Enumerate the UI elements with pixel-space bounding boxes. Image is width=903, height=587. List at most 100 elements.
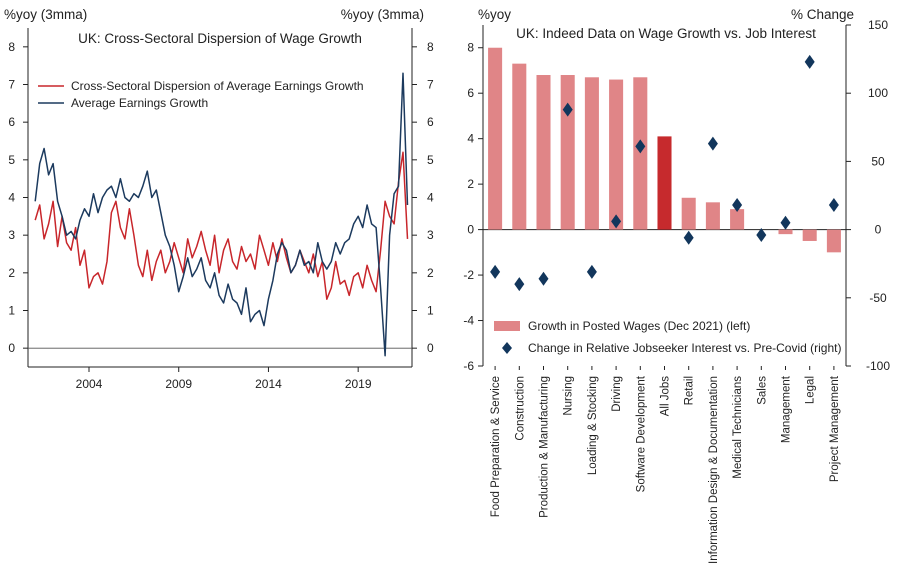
category-label: Project Management [829,375,841,482]
x-tick-label: 2009 [165,377,192,391]
x-tick-label: 2019 [345,377,372,391]
bar-14 [826,229,841,253]
left-y-tick-label: 3 [8,228,15,242]
diamond-11 [756,228,767,243]
left-chart-series [34,72,409,357]
series-line-dispersion [34,151,409,300]
bar-1 [512,63,527,230]
category-label: Retail [684,376,696,405]
left-y-tick-label: 5 [8,153,15,167]
right-chart-left-axis-title: %yoy [478,7,511,22]
right-y-tick-label: 0 [875,223,882,237]
left-chart-left-axis-title: %yoy (3mma) [4,7,87,22]
left-y-tick-label: -4 [463,314,474,328]
diamond-0 [490,264,501,279]
diamond-5 [611,214,622,229]
bar-5 [609,79,624,230]
diamond-2 [538,271,549,286]
left-y-tick-label: -6 [463,359,474,373]
category-label: Information Design & Documentation [708,376,720,564]
left-y-tick-label: 7 [8,78,15,92]
right-y-tick-label: 1 [427,304,434,318]
x-tick-label: 2004 [76,377,103,391]
bar-10 [730,209,745,230]
right-chart-legend: Growth in Posted Wages (Dec 2021) (left)… [494,319,841,355]
diamond-13 [804,54,815,69]
diamond-4 [586,264,597,279]
category-label: Construction [514,376,526,441]
diamond-12 [780,215,791,230]
category-label: Software Development [635,375,647,492]
diamond-3 [562,102,573,117]
category-label: Driving [611,376,623,412]
right-y-tick-label: 7 [427,78,434,92]
left-y-tick-label: 6 [467,86,474,100]
diamond-10 [732,198,743,213]
left-chart-x-ticks: 2004 2009 2014 2019 [76,367,372,391]
category-label: All Jobs [660,376,672,417]
legend-label-jobseeker-interest: Change in Relative Jobseeker Interest vs… [528,341,841,355]
left-chart-y-ticks: 0 0 1 1 2 2 3 3 4 4 5 5 6 6 7 7 8 8 [8,40,434,355]
legend-label-posted-wages: Growth in Posted Wages (Dec 2021) (left) [528,319,750,333]
left-y-tick-label: 0 [8,341,15,355]
right-y-tick-label: 50 [871,154,885,168]
left-y-tick-label: -2 [463,268,474,282]
bar-7 [657,136,672,230]
category-label: Loading & Stocking [587,376,599,475]
diamond-9 [707,136,718,151]
diamond-6 [635,139,646,154]
left-chart-legend: Cross-Sectoral Dispersion of Average Ear… [38,79,364,110]
category-label: Nursing [563,376,575,416]
right-y-tick-label: 2 [427,266,434,280]
left-y-tick-label: 4 [467,132,474,146]
right-chart-title: UK: Indeed Data on Wage Growth vs. Job I… [516,26,816,41]
series-line-earnings [34,72,409,357]
right-y-tick-label: 0 [427,341,434,355]
right-y-tick-label: 5 [427,153,434,167]
right-y-tick-label: -50 [869,291,887,305]
bar-4 [584,77,599,230]
right-chart: %yoy % Change UK: Indeed Data on Wage Gr… [463,7,890,564]
diamond-1 [514,277,525,292]
bar-8 [681,197,696,230]
right-chart-category-labels: Food Preparation & Service Construction Pr… [490,366,841,564]
right-y-tick-label: 8 [427,40,434,54]
legend-swatch-posted-wages [494,321,520,331]
left-y-tick-label: 2 [467,177,474,191]
right-chart-right-y-ticks: -100 -50 0 50 100 150 [846,18,890,373]
right-chart-right-axis-title: % Change [791,7,854,22]
category-label: Management [781,375,793,443]
right-y-tick-label: 6 [427,115,434,129]
diamond-14 [828,198,839,213]
right-y-tick-label: 150 [868,18,888,32]
right-chart-left-y-ticks: -6 -4 -2 0 2 4 6 8 [463,41,483,373]
bar-0 [488,47,503,230]
left-y-tick-label: 8 [467,41,474,55]
bar-2 [536,75,551,230]
left-y-tick-label: 6 [8,115,15,129]
right-y-tick-label: 4 [427,191,434,205]
right-chart-bars [488,47,841,253]
right-chart-diamonds [490,54,839,292]
left-y-tick-label: 8 [8,40,15,54]
category-label: Production & Manufacturing [539,376,551,518]
right-y-tick-label: -100 [866,359,890,373]
right-y-tick-label: 3 [427,228,434,242]
left-y-tick-label: 4 [8,191,15,205]
bar-6 [633,77,648,230]
category-label: Food Preparation & Service [490,376,502,517]
left-y-tick-label: 2 [8,266,15,280]
left-chart: %yoy (3mma) %yoy (3mma) UK: Cross-Sector… [4,7,434,391]
category-label: Sales [756,376,768,405]
right-y-tick-label: 100 [868,86,888,100]
legend-swatch-jobseeker-interest [502,342,512,354]
diamond-8 [683,230,694,245]
left-y-tick-label: 0 [467,223,474,237]
bar-9 [705,202,720,230]
bar-12 [778,229,793,235]
legend-label-earnings: Average Earnings Growth [71,96,208,110]
bar-3 [560,75,575,230]
category-label: Legal [805,376,817,404]
x-tick-label: 2014 [255,377,282,391]
